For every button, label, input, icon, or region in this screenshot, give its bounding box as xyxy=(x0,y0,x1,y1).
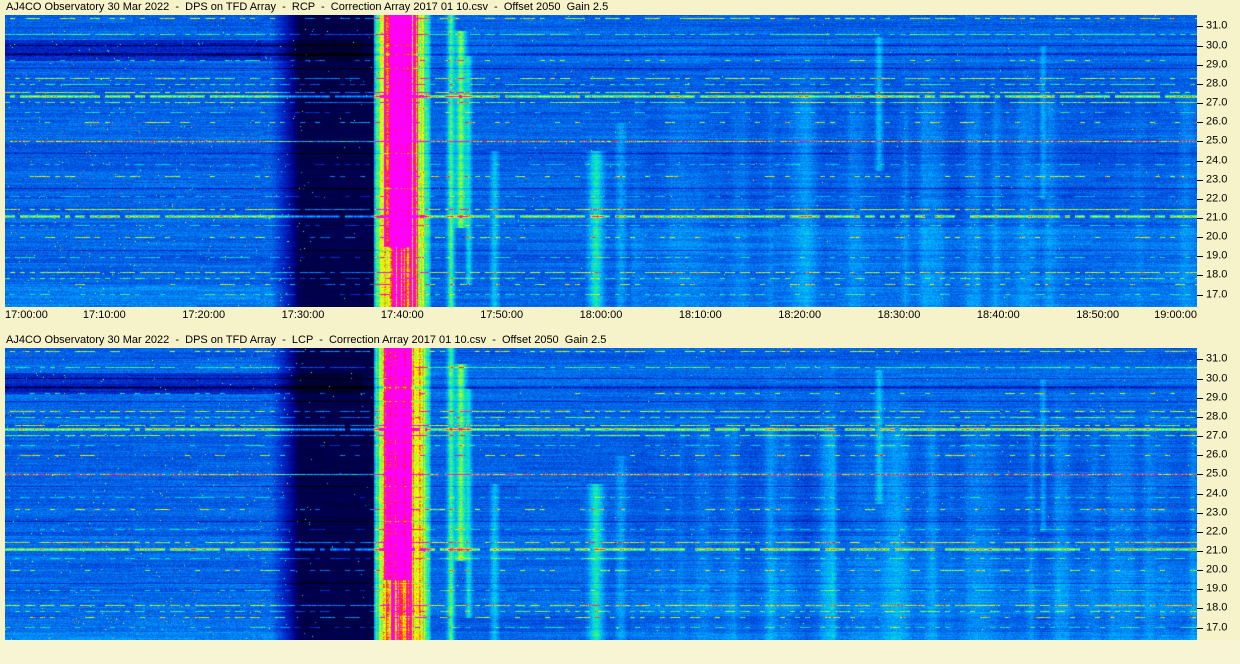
freq-tick-label: 29.0 xyxy=(1206,391,1228,404)
freq-tick xyxy=(1197,237,1203,239)
time-axis: 17:00:00 17:10:00 17:20:00 17:30:00 17:40:00… xyxy=(5,307,1197,326)
freq-tick xyxy=(1197,455,1203,457)
freq-tick xyxy=(1197,397,1203,399)
freq-tick-label: 22.0 xyxy=(1206,192,1228,205)
freq-tick xyxy=(1197,608,1203,610)
time-tick-label: 17:50:00 xyxy=(480,309,524,321)
panel-title-rcp: AJ4CO Observatory 30 Mar 2022 - DPS on T… xyxy=(6,1,609,13)
freq-tick-label: 26.0 xyxy=(1206,448,1228,461)
freq-tick xyxy=(1197,589,1203,591)
time-tick-label: 18:00:00 xyxy=(579,309,623,321)
time-tick-label: 18:40:00 xyxy=(976,309,1020,321)
freq-tick-label: 22.0 xyxy=(1206,525,1228,538)
time-tick-label: 18:50:00 xyxy=(1076,309,1120,321)
freq-tick xyxy=(1197,512,1203,514)
freq-tick xyxy=(1197,141,1203,143)
freq-tick xyxy=(1197,122,1203,124)
freq-tick-label: 30.0 xyxy=(1206,372,1228,385)
freq-tick xyxy=(1197,26,1203,28)
frequency-axis-lcp: 31.0 30.0 29.0 28.0 27.0 26.0 25.0 24.0 23.0 22.0… xyxy=(1197,348,1240,640)
freq-tick-label: 31.0 xyxy=(1206,352,1228,365)
freq-tick xyxy=(1197,359,1203,361)
bottom-strip xyxy=(0,640,1240,664)
freq-tick-label: 20.0 xyxy=(1206,230,1228,243)
freq-tick-label: 17.0 xyxy=(1206,621,1228,633)
freq-tick-label: 29.0 xyxy=(1206,58,1228,71)
freq-tick xyxy=(1197,627,1203,629)
freq-tick-label: 21.0 xyxy=(1206,211,1228,224)
time-tick-label: 18:10:00 xyxy=(678,309,722,321)
freq-tick xyxy=(1197,493,1203,495)
time-tick-label: 19:00:00 xyxy=(1154,309,1197,321)
freq-tick-label: 25.0 xyxy=(1206,467,1228,480)
time-tick-label: 17:40:00 xyxy=(380,309,424,321)
freq-tick-label: 28.0 xyxy=(1206,410,1228,423)
time-tick-label: 18:20:00 xyxy=(778,309,822,321)
time-tick-label: 17:00:00 xyxy=(5,309,48,321)
freq-tick xyxy=(1197,416,1203,418)
time-tick-label: 18:30:00 xyxy=(877,309,921,321)
freq-tick xyxy=(1197,378,1203,380)
time-tick-label: 17:10:00 xyxy=(82,309,126,321)
freq-tick xyxy=(1197,83,1203,85)
freq-tick xyxy=(1197,179,1203,181)
freq-tick-label: 19.0 xyxy=(1206,582,1228,595)
freq-tick-label: 28.0 xyxy=(1206,77,1228,90)
spectrogram-rcp xyxy=(5,15,1197,307)
freq-tick xyxy=(1197,256,1203,258)
freq-tick xyxy=(1197,103,1203,105)
freq-tick xyxy=(1197,474,1203,476)
freq-tick-label: 21.0 xyxy=(1206,544,1228,557)
freq-tick-label: 26.0 xyxy=(1206,115,1228,128)
frequency-axis-rcp: 31.0 30.0 29.0 28.0 27.0 26.0 25.0 24.0 23.0 22.0… xyxy=(1197,15,1240,307)
freq-tick-label: 20.0 xyxy=(1206,563,1228,576)
freq-tick xyxy=(1197,217,1203,219)
plot-row-lcp: 31.0 30.0 29.0 28.0 27.0 26.0 25.0 24.0 23.0 22.0… xyxy=(5,348,1240,640)
freq-tick-label: 17.0 xyxy=(1206,288,1228,300)
freq-tick-label: 27.0 xyxy=(1206,96,1228,109)
spectrogram-lcp xyxy=(5,348,1197,640)
freq-tick-label: 24.0 xyxy=(1206,487,1228,499)
time-tick-label: 17:20:00 xyxy=(182,309,226,321)
freq-tick-label: 31.0 xyxy=(1206,19,1228,32)
freq-tick-label: 25.0 xyxy=(1206,134,1228,147)
freq-tick-label: 18.0 xyxy=(1206,268,1228,281)
panel-title-lcp: AJ4CO Observatory 30 Mar 2022 - DPS on T… xyxy=(6,334,607,346)
panel-rcp: AJ4CO Observatory 30 Mar 2022 - DPS on T… xyxy=(0,0,1240,326)
freq-tick xyxy=(1197,160,1203,162)
freq-tick-label: 24.0 xyxy=(1206,154,1228,166)
plot-row-rcp: 31.0 30.0 29.0 28.0 27.0 26.0 25.0 24.0 23.0 22.0… xyxy=(5,15,1240,307)
freq-tick-label: 18.0 xyxy=(1206,601,1228,614)
freq-tick xyxy=(1197,45,1203,47)
freq-tick xyxy=(1197,436,1203,438)
freq-tick xyxy=(1197,570,1203,572)
freq-tick-label: 23.0 xyxy=(1206,506,1228,519)
freq-tick xyxy=(1197,550,1203,552)
freq-tick-label: 23.0 xyxy=(1206,173,1228,186)
freq-tick xyxy=(1197,275,1203,277)
freq-tick xyxy=(1197,531,1203,533)
freq-tick xyxy=(1197,64,1203,66)
freq-tick xyxy=(1197,198,1203,200)
freq-tick-label: 27.0 xyxy=(1206,429,1228,442)
panel-lcp: AJ4CO Observatory 30 Mar 2022 - DPS on T… xyxy=(0,333,1240,640)
freq-tick-label: 19.0 xyxy=(1206,249,1228,262)
time-tick-label: 17:30:00 xyxy=(281,309,325,321)
freq-tick-label: 30.0 xyxy=(1206,39,1228,52)
freq-tick xyxy=(1197,294,1203,296)
